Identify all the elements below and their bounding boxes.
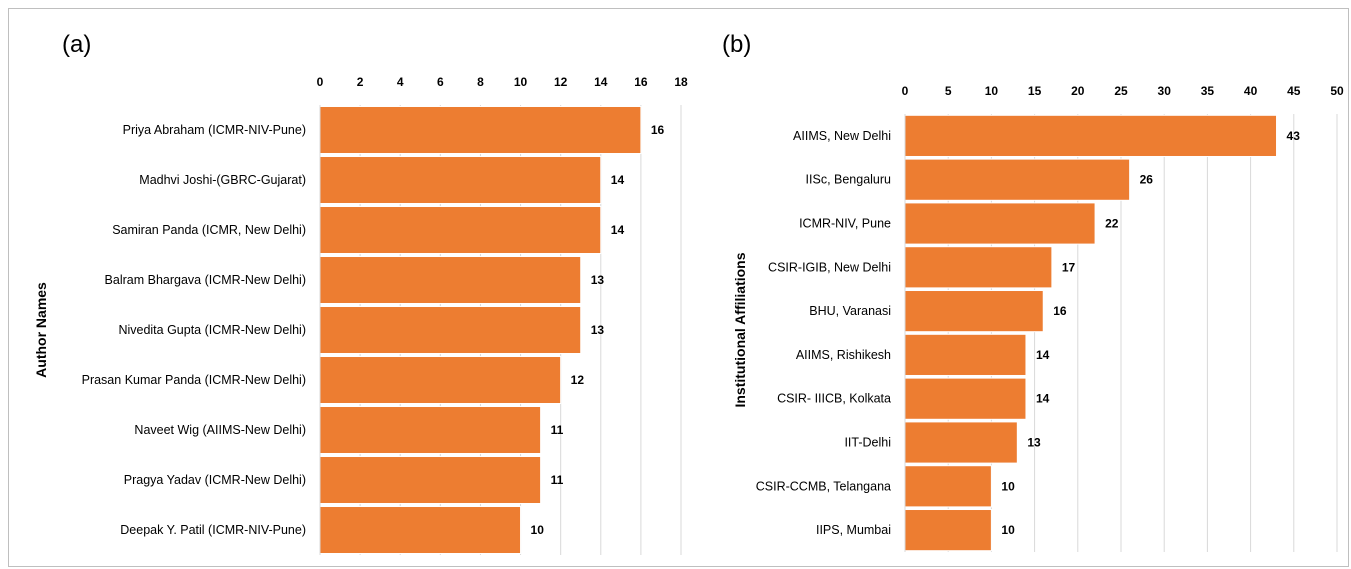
- panel-a-bar: [319, 406, 542, 454]
- panel-a-bar: [319, 356, 562, 404]
- panel-b-bar: [904, 158, 1131, 201]
- panel-b-category-label: ICMR-NIV, Pune: [799, 217, 891, 231]
- panel-b-label: (b): [722, 31, 751, 58]
- panel-b-category-label: IISc, Bengaluru: [806, 173, 892, 187]
- panel-a-data-label: 11: [551, 473, 564, 487]
- panel-a-x-tick-label: 0: [317, 75, 324, 89]
- panel-b-category-label: AIIMS, Rishikesh: [796, 348, 891, 362]
- panel-b-data-label: 26: [1140, 173, 1154, 187]
- panel-b-bar: [904, 246, 1053, 289]
- panel-b-x-tick-label: 30: [1158, 84, 1172, 98]
- panel-b-category-label: CSIR-IGIB, New Delhi: [768, 260, 891, 274]
- panel-b-data-label: 16: [1053, 304, 1067, 318]
- panel-a-bar: [319, 206, 602, 254]
- panel-b-x-tick-label: 0: [902, 84, 909, 98]
- panel-b-x-tick-label: 5: [945, 84, 952, 98]
- panel-a-bar: [319, 106, 642, 154]
- panel-a-x-tick-label: 6: [437, 75, 444, 89]
- panel-a-x-tick-label: 2: [357, 75, 364, 89]
- panel-b-category-label: AIIMS, New Delhi: [793, 129, 891, 143]
- panel-b-x-tick-label: 50: [1330, 84, 1344, 98]
- panel-a-data-label: 13: [591, 273, 605, 287]
- panel-a-category-label: Nivedita Gupta (ICMR-New Delhi): [118, 323, 306, 337]
- panel-a-category-label: Balram Bhargava (ICMR-New Delhi): [105, 273, 306, 287]
- panel-a-bar: [319, 156, 602, 204]
- panel-b-x-tick-label: 40: [1244, 84, 1258, 98]
- panel-b-category-label: BHU, Varanasi: [809, 304, 891, 318]
- panel-a-x-tick-label: 16: [634, 75, 648, 89]
- panel-b-bar: [904, 333, 1027, 376]
- panel-b-y-axis-title: Institutional Affiliations: [732, 252, 748, 407]
- panel-b-bar: [904, 377, 1027, 420]
- panel-a-data-label: 12: [571, 373, 585, 387]
- panel-b-category-label: IIPS, Mumbai: [816, 523, 891, 537]
- panel-a-chart: (a) Author Names 0 2 4 6 8 10 12 14 16 18 Priya Ab…: [33, 31, 688, 555]
- panel-a-bar: [319, 256, 582, 304]
- panel-a-x-tick-label: 10: [514, 75, 528, 89]
- panel-a-data-label: 14: [611, 173, 625, 187]
- panel-a-x-tick-label: 4: [397, 75, 404, 89]
- panel-b-x-tick-label: 45: [1287, 84, 1301, 98]
- panel-a-bar: [319, 506, 522, 554]
- panel-b-data-label: 14: [1036, 348, 1050, 362]
- panel-a-category-label: Deepak Y. Patil (ICMR-NIV-Pune): [120, 523, 306, 537]
- panel-b-x-tick-label: 20: [1071, 84, 1085, 98]
- panel-a-y-axis-title: Author Names: [33, 282, 49, 378]
- figure-frame: [8, 8, 1349, 567]
- panel-a-bar: [319, 456, 542, 504]
- panel-b-data-label: 10: [1001, 479, 1015, 493]
- panel-a-x-tick-label: 18: [674, 75, 688, 89]
- panel-b-data-label: 22: [1105, 217, 1119, 231]
- panel-a-data-label: 11: [551, 423, 564, 437]
- panel-a-label: (a): [62, 31, 91, 58]
- panel-b-data-label: 17: [1062, 260, 1076, 274]
- panel-a-category-label: Pragya Yadav (ICMR-New Delhi): [124, 473, 306, 487]
- panel-b-data-label: 14: [1036, 392, 1050, 406]
- panel-b-bar: [904, 509, 992, 552]
- panel-a-data-label: 14: [611, 223, 625, 237]
- panel-b-data-label: 13: [1027, 436, 1041, 450]
- panel-b-bar: [904, 465, 992, 508]
- panel-b-bar: [904, 290, 1044, 333]
- panel-a-data-label: 16: [651, 123, 665, 137]
- panel-a-data-label: 13: [591, 323, 605, 337]
- panel-b-category-label: CSIR- IIICB, Kolkata: [777, 392, 891, 406]
- panel-b-bar: [904, 421, 1018, 464]
- panel-a-category-label: Samiran Panda (ICMR, New Delhi): [112, 223, 306, 237]
- panel-b-x-tick-label: 10: [985, 84, 999, 98]
- panel-b-bar: [904, 114, 1278, 157]
- panel-b-x-tick-label: 15: [1028, 84, 1042, 98]
- panel-a-category-label: Priya Abraham (ICMR-NIV-Pune): [123, 123, 306, 137]
- panel-a-bar: [319, 306, 582, 354]
- panel-a-x-tick-label: 12: [554, 75, 568, 89]
- panel-a-category-label: Prasan Kumar Panda (ICMR-New Delhi): [82, 373, 306, 387]
- panel-a-x-tick-label: 8: [477, 75, 484, 89]
- panel-b-x-tick-label: 25: [1114, 84, 1128, 98]
- panel-b-chart: (b) Institutional Affiliations 0 5 10 15 20 2…: [722, 31, 1344, 552]
- panel-b-x-tick-label: 35: [1201, 84, 1215, 98]
- panel-a-category-label: Madhvi Joshi-(GBRC-Gujarat): [139, 173, 306, 187]
- panel-b-data-label: 10: [1001, 523, 1015, 537]
- panel-a-data-label: 10: [531, 523, 545, 537]
- panel-b-category-label: IIT-Delhi: [844, 436, 891, 450]
- panel-b-data-label: 43: [1287, 129, 1301, 143]
- panel-a-x-tick-label: 14: [594, 75, 608, 89]
- panel-a-category-label: Naveet Wig (AIIMS-New Delhi): [134, 423, 306, 437]
- panel-b-bar: [904, 202, 1096, 245]
- panel-b-category-label: CSIR-CCMB, Telangana: [756, 479, 891, 493]
